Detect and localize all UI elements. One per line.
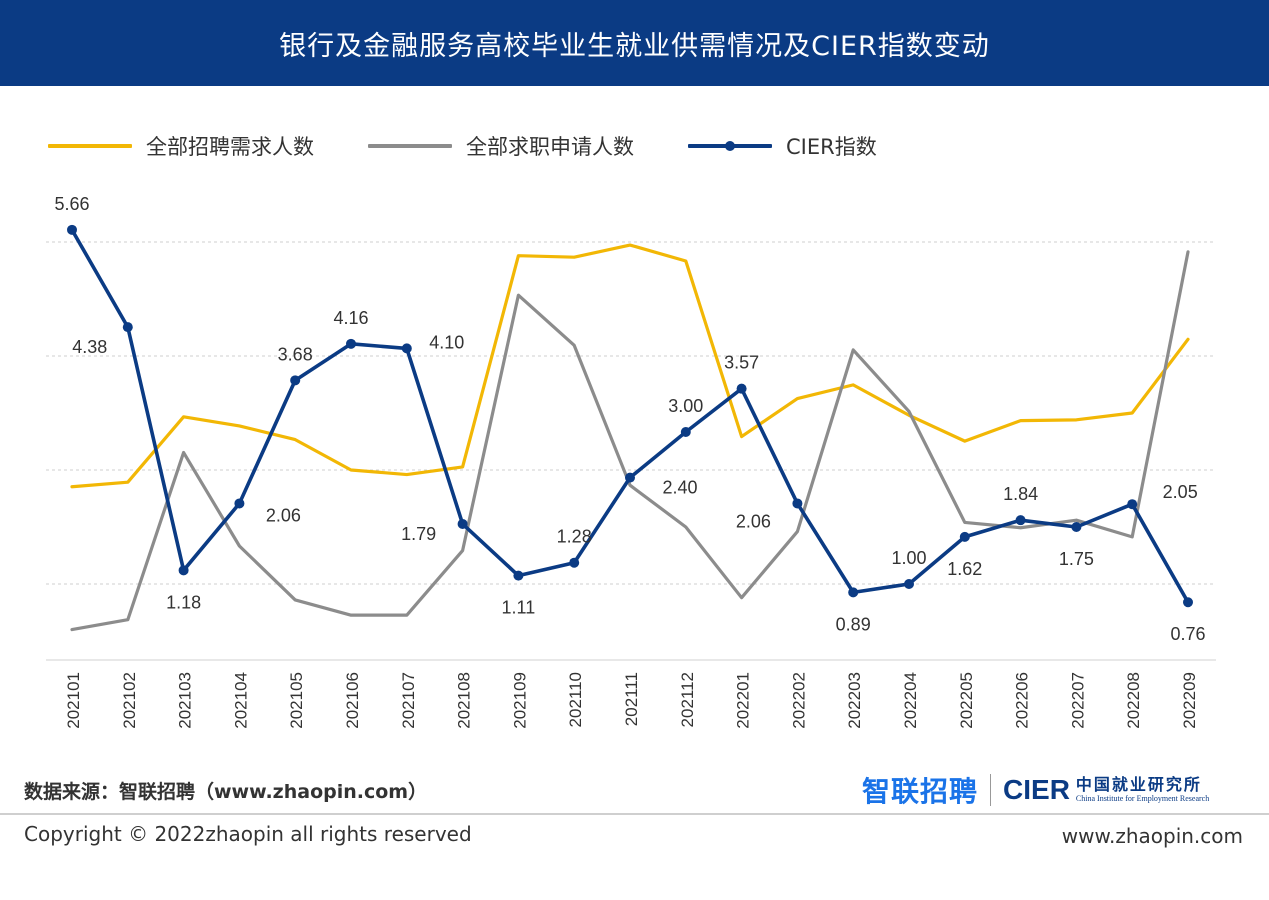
cier-point [1183,597,1193,608]
x-tick-label: 202208 [1124,672,1143,729]
x-tick-label: 202205 [957,672,976,729]
cier-point [959,531,970,542]
series-line-demand [70,243,1190,489]
footer-divider [0,813,1269,815]
cier-point [290,375,301,386]
x-tick-label: 202203 [845,672,864,729]
cier-point [1015,515,1026,526]
cier-point [848,587,859,598]
cier-point [457,518,468,529]
cier-point [569,557,580,568]
legend-item-applicants: 全部求职申请人数 [368,131,634,161]
series-lines [70,228,1190,632]
cier-logo-en: China Institute for Employment Research [1075,794,1210,803]
cier-data-label: 3.00 [668,396,703,416]
cier-data-label: 3.68 [278,344,313,364]
data-labels: 5.66 4.38 1.18 2.06 3.68 4.16 4.10 1.79 1.11 1.28… [54,194,1205,644]
cier-data-label: 3.57 [724,353,759,373]
cier-logo: CIER [1003,774,1070,805]
cier-data-label: 1.28 [557,527,592,547]
legend-item-demand: 全部招聘需求人数 [48,131,314,161]
cier-data-label: 0.89 [836,614,871,634]
x-tick-label: 202105 [287,672,306,729]
legend-label-demand: 全部招聘需求人数 [146,135,314,159]
x-tick-label: 202209 [1180,672,1199,729]
cier-logo-text: 中国就业研究所 China Institute for Employment R… [1076,776,1209,804]
cier-point [178,565,189,576]
gridlines [46,241,1216,661]
x-tick-label: 202201 [734,672,753,729]
cier-data-label: 1.62 [947,559,982,579]
cier-point [346,338,356,349]
cier-data-label: 1.84 [1003,484,1038,504]
website-link[interactable]: www.zhaopin.com [1061,824,1243,848]
cier-point [67,224,77,235]
legend-item-cier: CIER指数 [688,131,877,161]
legend-label-applicants: 全部求职申请人数 [466,135,634,159]
cier-data-label: 2.40 [662,478,697,498]
cier-point [904,579,914,589]
x-tick-label: 202202 [789,672,808,729]
x-tick-label: 202108 [455,672,474,729]
cier-data-label: 2.06 [266,505,301,525]
x-tick-label: 202107 [399,672,418,729]
cier-data-label: 4.38 [72,337,107,357]
legend-swatch-demand [48,144,132,148]
cier-point [1127,499,1138,510]
cier-point [401,343,412,354]
x-tick-label: 202101 [64,672,83,729]
cier-data-label: 2.05 [1163,482,1198,502]
cier-data-label: 5.66 [54,194,89,214]
legend-swatch-cier [688,141,772,151]
cier-data-label: 1.79 [401,524,436,544]
legend-swatch-applicants [368,144,452,148]
x-tick-label: 202102 [120,672,139,729]
cier-logo-cn: 中国就业研究所 [1075,775,1202,794]
cier-point [625,472,635,483]
series-line-applicants [70,250,1190,632]
x-tick-label: 202204 [901,672,920,729]
x-tick-label: 202206 [1013,672,1032,729]
cier-point [736,383,747,394]
x-tick-label: 202104 [231,672,250,729]
legend: 全部招聘需求人数 全部求职申请人数 CIER指数 [48,128,931,164]
footer-logos: 智联招聘 CIER 中国就业研究所 China Institute for Em… [862,770,1209,810]
cier-point [513,570,524,581]
cier-data-label: 2.06 [736,511,771,531]
x-axis-ticks: 202101 202102 202103 202104 202105 202106 2021… [64,672,1199,729]
x-tick-label: 202106 [343,672,362,729]
cier-point [234,498,245,509]
cier-data-label: 1.11 [502,598,536,618]
cier-point [680,427,691,437]
x-tick-label: 202109 [510,672,529,729]
cier-point [1071,522,1082,532]
cier-data-label: 4.10 [429,332,464,352]
x-tick-label: 202110 [566,672,585,727]
x-tick-label: 202207 [1068,672,1087,729]
cier-data-label: 1.00 [891,548,926,568]
x-tick-label: 202111 [622,672,641,726]
cier-data-label: 4.16 [333,308,368,328]
copyright-text: Copyright © 2022zhaopin all rights reser… [24,822,472,846]
header-bar: 银行及金融服务高校毕业生就业供需情况及CIER指数变动 [0,0,1269,86]
x-tick-label: 202112 [678,672,697,727]
legend-label-cier: CIER指数 [786,135,877,159]
data-source-note: 数据来源：智联招聘（www.zhaopin.com） [24,781,428,803]
chart-title: 银行及金融服务高校毕业生就业供需情况及CIER指数变动 [279,30,990,62]
cier-data-label: 1.75 [1059,549,1094,569]
logo-divider [990,774,992,806]
cier-point [792,498,803,509]
zhaopin-logo: 智联招聘 [862,775,979,808]
legend-marker-cier [725,141,735,151]
cier-data-label: 1.18 [166,592,201,612]
x-tick-label: 202103 [176,672,195,729]
cier-point [122,322,133,333]
cier-data-label: 0.76 [1170,624,1205,644]
cier-markers [67,224,1193,608]
